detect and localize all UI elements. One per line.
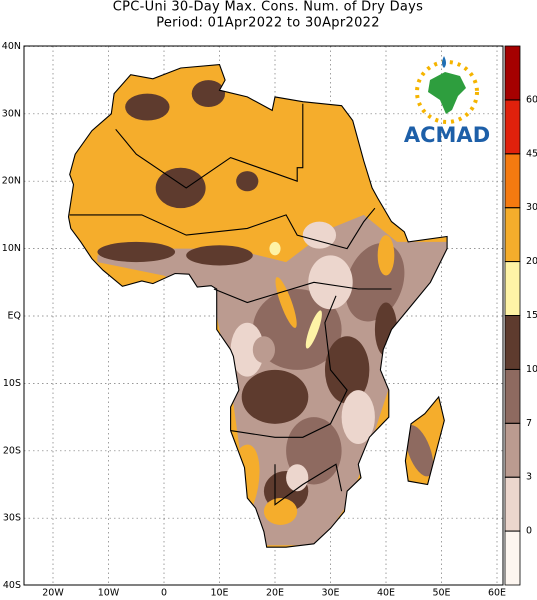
- field-patch: [155, 167, 206, 209]
- logo-sun: [415, 60, 479, 124]
- field-patch: [324, 336, 370, 404]
- map-frame: [23, 45, 504, 586]
- colorbar-label: 60: [526, 94, 537, 105]
- title: CPC-Uni 30-Day Max. Cons. Num. of Dry Da…: [113, 0, 423, 15]
- field-patch: [405, 425, 434, 477]
- lat-label: 30S: [3, 513, 21, 524]
- lon-label: 20W: [42, 588, 64, 599]
- colorbar-label: 15: [526, 310, 537, 321]
- logo-drop: [442, 56, 446, 68]
- country-borders: [213, 281, 392, 304]
- lat-label: 40N: [2, 41, 21, 52]
- logo-africa: [428, 72, 466, 114]
- colorbar-bin: [504, 530, 521, 586]
- field-patch: [286, 464, 309, 492]
- field-patch: [341, 390, 375, 445]
- lat-label: 10N: [2, 243, 21, 254]
- colorbar-label: 20: [526, 256, 537, 267]
- subtitle: Period: 01Apr2022 to 30Apr2022: [156, 16, 380, 31]
- colorbar-label: 7: [526, 418, 532, 429]
- logo-text: ACMAD: [404, 123, 490, 147]
- country-borders: [230, 295, 348, 438]
- country-borders: [67, 64, 448, 548]
- field-patch: [186, 245, 253, 266]
- colorbar-bin: [504, 261, 521, 316]
- colorbar-bin: [504, 422, 521, 478]
- lon-label: 50E: [432, 588, 450, 599]
- colorbar-bin: [504, 476, 521, 532]
- lat-label: 20N: [2, 176, 21, 187]
- lon-label: 60E: [488, 588, 506, 599]
- lon-label: 20E: [266, 588, 284, 599]
- field-patch: [252, 289, 342, 370]
- lon-label: 10E: [210, 588, 228, 599]
- field-patch: [236, 171, 259, 192]
- field-patch: [97, 241, 176, 263]
- field-patch: [302, 221, 337, 249]
- colorbar-bin: [504, 207, 521, 262]
- field-patch: [305, 310, 322, 349]
- logo: ACMAD: [404, 56, 490, 147]
- lon-label: 30E: [321, 588, 339, 599]
- country-borders: [274, 463, 343, 506]
- colorbar: 0 3 7 10 15 20 30 45 60: [504, 45, 537, 586]
- colorbar-label: 0: [526, 526, 532, 537]
- colorbar-label: 3: [526, 472, 532, 483]
- colorbar-bin: [504, 153, 521, 209]
- field-patch: [275, 277, 297, 328]
- colorbar-label: 10: [526, 364, 537, 375]
- country-borders: [115, 103, 304, 189]
- lat-label: 10S: [3, 378, 21, 389]
- lon-label: 10W: [98, 588, 120, 599]
- field-patch: [269, 241, 281, 256]
- lon-label: 40E: [377, 588, 395, 599]
- colorbar-label: 30: [526, 202, 537, 213]
- field-patch: [191, 80, 226, 108]
- colorbar-bin: [504, 99, 521, 155]
- field-patch: [252, 336, 275, 364]
- field-patch: [241, 369, 309, 424]
- colorbar-bin: [504, 368, 521, 424]
- lat-label: 30N: [2, 108, 21, 119]
- colorbar-bin: [504, 45, 521, 101]
- country-borders: [69, 207, 376, 250]
- lat-label: 40S: [3, 580, 21, 591]
- lat-label: 20S: [3, 445, 21, 456]
- field-patch: [230, 322, 264, 377]
- field-patch: [263, 497, 298, 525]
- field-patch: [308, 255, 353, 310]
- lon-label: 0: [161, 588, 167, 599]
- colorbar-label: 45: [526, 148, 537, 159]
- field-patch: [377, 235, 395, 276]
- field-patch: [125, 93, 170, 121]
- lat-label: EQ: [8, 311, 21, 322]
- colorbar-bin: [504, 315, 521, 370]
